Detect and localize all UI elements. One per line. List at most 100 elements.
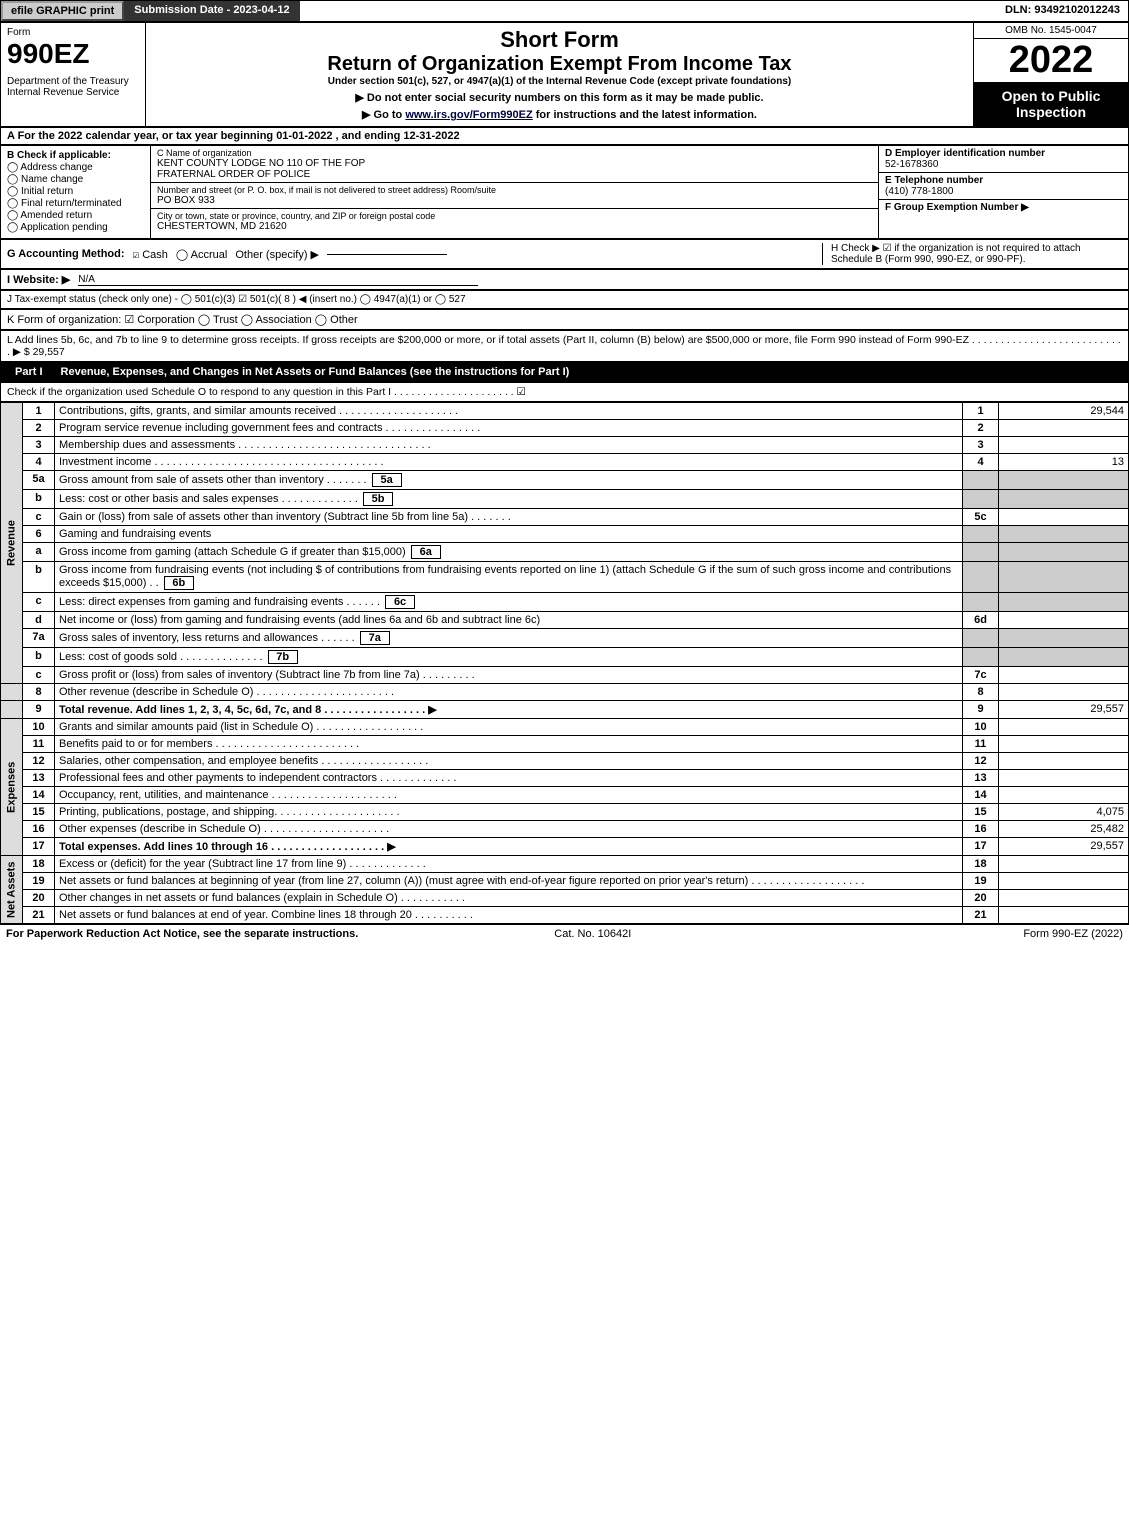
- side-netassets: Net Assets: [1, 856, 23, 924]
- txt-14: Occupancy, rent, utilities, and maintena…: [55, 787, 963, 804]
- amt-11: [999, 736, 1129, 753]
- org-name: KENT COUNTY LODGE NO 110 OF THE FOP FRAT…: [157, 158, 872, 180]
- chk-address-change[interactable]: ◯ Address change: [7, 162, 144, 173]
- ln-6: 6: [23, 526, 55, 543]
- rn-18: 18: [963, 856, 999, 873]
- txt-5b: Less: cost or other basis and sales expe…: [55, 490, 963, 509]
- amt-10: [999, 719, 1129, 736]
- g-accrual[interactable]: ◯ Accrual: [176, 248, 227, 261]
- header-left: Form 990EZ Department of the Treasury In…: [1, 23, 146, 126]
- under-section: Under section 501(c), 527, or 4947(a)(1)…: [154, 76, 965, 87]
- rn-7c: 7c: [963, 667, 999, 684]
- txt-19: Net assets or fund balances at beginning…: [55, 873, 963, 890]
- g-label: G Accounting Method:: [7, 248, 125, 260]
- form-label: Form: [7, 27, 139, 38]
- amt-7b: [999, 648, 1129, 667]
- amt-18: [999, 856, 1129, 873]
- ln-7c: c: [23, 667, 55, 684]
- g-cash[interactable]: ☑ Cash: [133, 248, 168, 261]
- form-number: 990EZ: [7, 38, 139, 70]
- txt-3: Membership dues and assessments . . . . …: [55, 437, 963, 454]
- rn-5c: 5c: [963, 509, 999, 526]
- ln-6d: d: [23, 612, 55, 629]
- form-header: Form 990EZ Department of the Treasury In…: [0, 22, 1129, 127]
- return-title: Return of Organization Exempt From Incom…: [154, 53, 965, 76]
- omb-number: OMB No. 1545-0047: [974, 23, 1128, 39]
- chk-name-change[interactable]: ◯ Name change: [7, 174, 144, 185]
- chk-amended-return[interactable]: ◯ Amended return: [7, 210, 144, 221]
- irs-link[interactable]: www.irs.gov/Form990EZ: [405, 109, 532, 121]
- rn-19: 19: [963, 873, 999, 890]
- txt-7b: Less: cost of goods sold . . . . . . . .…: [55, 648, 963, 667]
- section-c: C Name of organization KENT COUNTY LODGE…: [151, 146, 878, 238]
- ln-7a: 7a: [23, 629, 55, 648]
- txt-15: Printing, publications, postage, and shi…: [55, 804, 963, 821]
- header-mid: Short Form Return of Organization Exempt…: [146, 23, 973, 126]
- txt-8: Other revenue (describe in Schedule O) .…: [55, 684, 963, 701]
- amt-17: 29,557: [999, 838, 1129, 856]
- section-k: K Form of organization: ☑ Corporation ◯ …: [0, 309, 1129, 330]
- section-i: I Website: ▶ N/A: [0, 269, 1129, 290]
- txt-12: Salaries, other compensation, and employ…: [55, 753, 963, 770]
- ln-3: 3: [23, 437, 55, 454]
- txt-1: Contributions, gifts, grants, and simila…: [55, 403, 963, 420]
- header-right: OMB No. 1545-0047 2022 Open to Public In…: [973, 23, 1128, 126]
- l-amount: 29,557: [33, 346, 65, 358]
- txt-5a: Gross amount from sale of assets other t…: [55, 471, 963, 490]
- short-form-title: Short Form: [154, 27, 965, 53]
- rn-12: 12: [963, 753, 999, 770]
- ln-10: 10: [23, 719, 55, 736]
- ssn-note: ▶ Do not enter social security numbers o…: [154, 91, 965, 104]
- txt-6b: Gross income from fundraising events (no…: [55, 562, 963, 593]
- rn-21: 21: [963, 907, 999, 924]
- c-name-label: C Name of organization: [157, 148, 872, 158]
- rn-5b: [963, 490, 999, 509]
- rn-9: 9: [963, 701, 999, 719]
- ln-6c: c: [23, 593, 55, 612]
- rn-3: 3: [963, 437, 999, 454]
- txt-4: Investment income . . . . . . . . . . . …: [55, 454, 963, 471]
- txt-10: Grants and similar amounts paid (list in…: [55, 719, 963, 736]
- rn-17: 17: [963, 838, 999, 856]
- chk-application-pending[interactable]: ◯ Application pending: [7, 222, 144, 233]
- ln-18: 18: [23, 856, 55, 873]
- chk-final-return[interactable]: ◯ Final return/terminated: [7, 198, 144, 209]
- txt-2: Program service revenue including govern…: [55, 420, 963, 437]
- txt-6a: Gross income from gaming (attach Schedul…: [55, 543, 963, 562]
- c-city-label: City or town, state or province, country…: [157, 211, 872, 221]
- rn-10: 10: [963, 719, 999, 736]
- rn-14: 14: [963, 787, 999, 804]
- rn-6c: [963, 593, 999, 612]
- section-j: J Tax-exempt status (check only one) - ◯…: [0, 290, 1129, 309]
- amt-6d: [999, 612, 1129, 629]
- ln-11: 11: [23, 736, 55, 753]
- ln-1: 1: [23, 403, 55, 420]
- rn-6a: [963, 543, 999, 562]
- rn-16: 16: [963, 821, 999, 838]
- entity-block: B Check if applicable: ◯ Address change …: [0, 145, 1129, 239]
- rn-4: 4: [963, 454, 999, 471]
- section-b: B Check if applicable: ◯ Address change …: [1, 146, 151, 238]
- part1-num: Part I: [7, 366, 51, 378]
- side-expenses: Expenses: [1, 719, 23, 856]
- ln-9: 9: [23, 701, 55, 719]
- tax-year: 2022: [974, 39, 1128, 82]
- j-text: J Tax-exempt status (check only one) - ◯…: [7, 294, 466, 305]
- dept-text: Department of the Treasury Internal Reve…: [7, 76, 139, 98]
- txt-6d: Net income or (loss) from gaming and fun…: [55, 612, 963, 629]
- chk-initial-return[interactable]: ◯ Initial return: [7, 186, 144, 197]
- txt-11: Benefits paid to or for members . . . . …: [55, 736, 963, 753]
- goto-note: ▶ Go to www.irs.gov/Form990EZ for instru…: [154, 108, 965, 121]
- ein-value: 52-1678360: [885, 159, 938, 170]
- amt-15: 4,075: [999, 804, 1129, 821]
- efile-print-button[interactable]: efile GRAPHIC print: [1, 1, 124, 21]
- goto-pre: ▶ Go to: [362, 109, 405, 121]
- amt-6c: [999, 593, 1129, 612]
- g-other[interactable]: Other (specify) ▶: [235, 248, 319, 261]
- amt-9: 29,557: [999, 701, 1129, 719]
- ln-6b: b: [23, 562, 55, 593]
- txt-7c: Gross profit or (loss) from sales of inv…: [55, 667, 963, 684]
- ln-2: 2: [23, 420, 55, 437]
- ln-13: 13: [23, 770, 55, 787]
- ln-4: 4: [23, 454, 55, 471]
